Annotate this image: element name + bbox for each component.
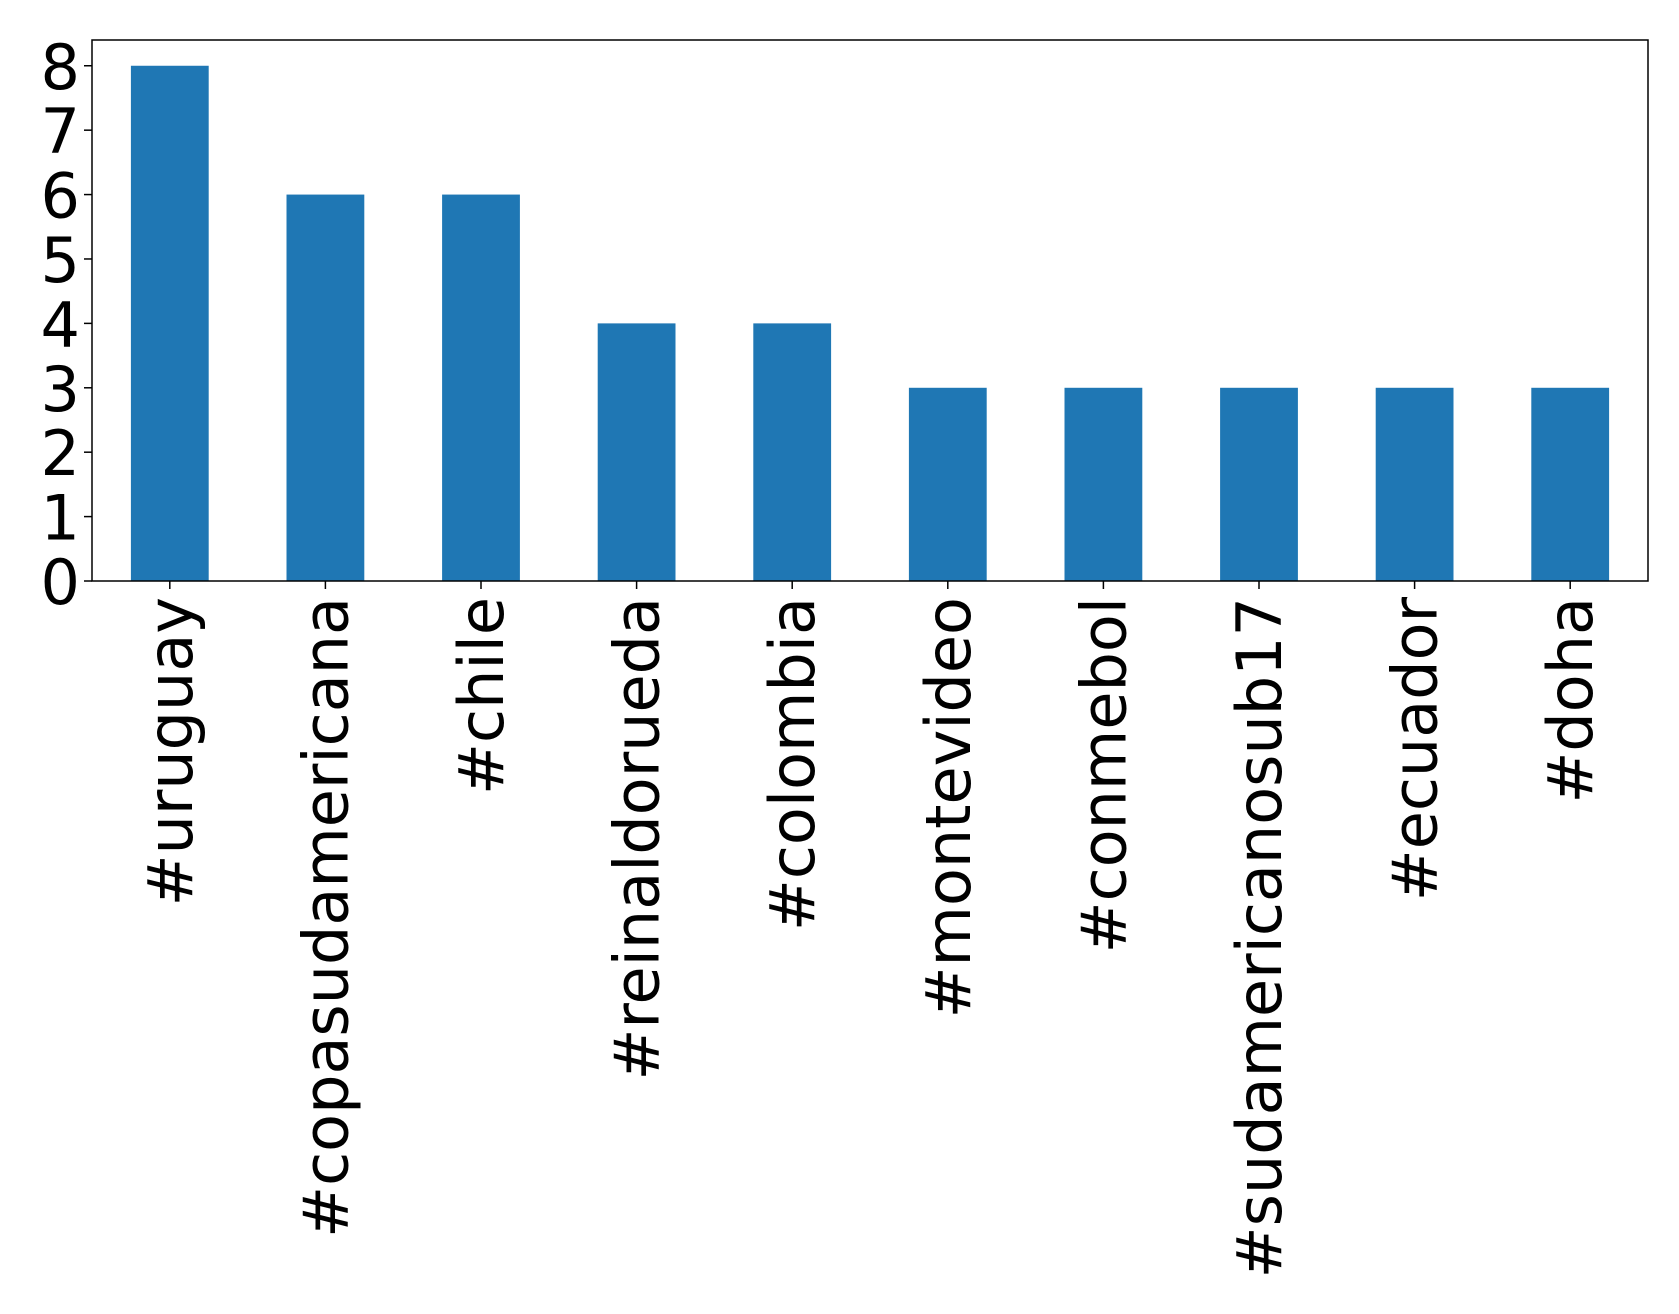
x-tick-label: #chile <box>445 597 518 795</box>
y-tick-label: 0 <box>41 546 80 619</box>
y-tick-label: 7 <box>41 95 80 168</box>
y-tick-label: 2 <box>41 417 80 490</box>
x-tick-label: #montevideo <box>912 597 985 1018</box>
y-tick-label: 1 <box>41 482 80 555</box>
x-tick-label: #sudamericanosub17 <box>1223 597 1296 1278</box>
bar <box>1064 387 1143 581</box>
bar <box>442 194 520 582</box>
x-tick-label: #conmebol <box>1067 597 1140 953</box>
y-tick-label: 5 <box>41 224 80 297</box>
bar <box>286 194 365 582</box>
x-tick-label: #reinaldorueda <box>601 597 674 1081</box>
bar <box>753 323 832 581</box>
bar <box>1220 387 1298 581</box>
y-tick-label: 8 <box>41 31 80 104</box>
y-tick-label: 3 <box>41 353 80 426</box>
bar <box>1375 387 1454 581</box>
y-tick-label: 6 <box>41 160 80 233</box>
x-tick-label: #doha <box>1534 597 1607 804</box>
y-tick-label: 4 <box>41 288 80 361</box>
bar <box>597 323 676 581</box>
bar <box>908 387 987 581</box>
x-tick-label: #ecuador <box>1379 596 1452 901</box>
x-tick-label: #uruguay <box>134 597 207 906</box>
bar <box>130 65 209 581</box>
bar <box>1531 387 1610 581</box>
x-tick-label: #copasudamericana <box>289 597 362 1238</box>
x-tick-label: #colombia <box>756 597 829 931</box>
plot-frame <box>91 39 1649 582</box>
